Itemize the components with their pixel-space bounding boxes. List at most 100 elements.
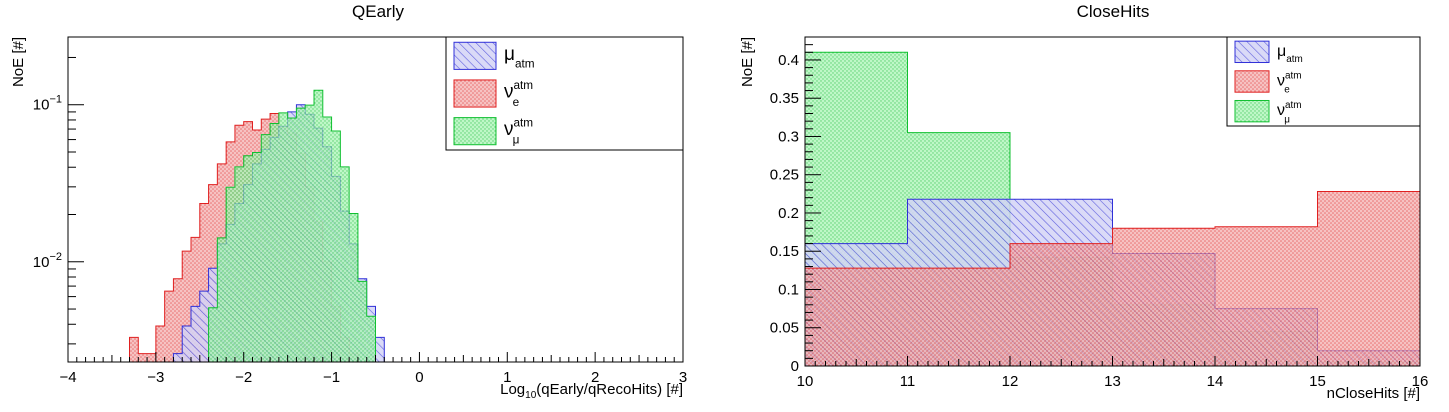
closehits-legend-symbol: μ [1277,43,1286,60]
qearly-nue-bar [129,337,139,362]
qearly-legend-label-mu: μatm [504,44,535,71]
qearly-numu-bar [261,134,271,362]
closehits-nue-bar [1010,243,1113,366]
closehits-panel: CloseHits NoE [#] 10 11 12 13 14 15 16 0 0.05 0.1… [739,2,1428,402]
qearly-x-label-sub: 10 [525,390,537,401]
qearly-numu-bar [305,105,314,362]
closehits-y-tick-label: 0.1 [778,281,799,298]
closehits-y-tick-label: 0.4 [778,52,799,69]
qearly-legend-sub: e [513,96,520,109]
qearly-y-tick-base: 10 [33,254,50,271]
qearly-numu-bar [208,307,218,362]
qearly-numu-bar [226,187,235,362]
closehits-nue-outline [804,191,1421,366]
closehits-x-tick-label: 14 [1207,373,1224,390]
closehits-x-tick-label: 11 [900,373,916,390]
closehits-title: CloseHits [1077,2,1150,21]
qearly-y-tick-base: 10 [33,97,50,114]
qearly-numu-bar [234,166,244,362]
qearly-y-tick-label: 10−1 [33,94,62,114]
closehits-legend-sub: e [1284,85,1290,96]
qearly-numu-bar [217,237,227,362]
closehits-y-tick-label: 0.3 [778,128,799,145]
qearly-mu-bar [182,325,191,362]
qearly-x-axis-label: Log10(qEarly/qRecoHits) [#] [500,381,683,401]
qearly-numu-bar [278,112,288,362]
closehits-y-axis-label: NoE [#] [739,37,756,87]
qearly-histograms [129,89,385,363]
closehits-legend-sub: μ [1284,114,1290,125]
closehits-y-tick-label: 0.15 [770,243,799,260]
qearly-y-tick-exponent: −1 [49,94,62,106]
closehits-legend-sub: atm [1286,54,1303,65]
closehits-x-tick-label: 12 [1002,373,1019,390]
closehits-axes: 10 11 12 13 14 15 16 0 0.05 0.1 0.15 0.2 0.25 0.3 0.35… [770,44,1429,390]
qearly-legend-symbol: ν [504,119,514,140]
qearly-x-tick-label: −4 [59,369,76,386]
qearly-numu-bar [349,213,358,362]
closehits-nue-bar [1215,226,1318,366]
closehits-nue-bar [1317,191,1420,366]
qearly-numu-bar [357,281,367,362]
qearly-y-tick-exponent: −2 [49,251,62,263]
qearly-numu-outline [208,89,376,362]
qearly-mu-bar [199,291,209,362]
qearly-x-tick-label: 1 [503,369,511,386]
qearly-mu-bar [191,306,200,362]
qearly-nue-bar [182,251,191,362]
closehits-histograms [804,51,1421,366]
closehits-legend-swatch-numu [1234,99,1270,123]
closehits-y-tick-label: 0.05 [770,320,799,337]
closehits-legend-symbol: ν [1277,73,1285,90]
closehits-nue-bar [805,268,908,366]
qearly-x-tick-label: −2 [235,369,252,386]
qearly-x-label-rest: (qEarly/qRecoHits) [#] [536,381,683,398]
closehits-nue-bar [1112,228,1215,366]
closehits-x-axis-label: nCloseHits [#] [1327,385,1420,402]
qearly-legend-label-nue: νatm e [504,79,533,109]
qearly-numu-bar [314,90,323,363]
closehits-y-tick-label: 0 [791,358,799,375]
qearly-numu-bar [287,118,297,363]
qearly-x-tick-label: 0 [415,369,423,386]
closehits-x-tick-label: 13 [1104,373,1121,390]
qearly-x-tick-label: −1 [323,369,340,386]
qearly-legend-swatch-nue [453,79,497,108]
closehits-legend-sup: atm [1285,70,1302,81]
qearly-numu-bar [331,130,341,362]
qearly-y-axis-label: NoE [#] [10,37,27,87]
qearly-numu-bar [296,108,306,362]
closehits-x-tick-label: 15 [1309,373,1326,390]
closehits-legend-sup: atm [1285,100,1302,111]
qearly-x-tick-label: 3 [679,369,687,386]
qearly-panel: QEarly NoE [#] −4 −3 −2 −1 0 1 2 310−110−2 Log1… [10,2,687,401]
closehits-legend-label-numu: νatm μ [1277,100,1302,125]
closehits-y-tick-label: 0.25 [770,167,799,184]
qearly-numu-bar [243,155,253,362]
qearly-legend-label-numu: νatm μ [504,117,533,147]
closehits-x-tick-label: 16 [1412,373,1429,390]
qearly-legend-swatch-mu [453,41,497,70]
closehits-y-tick-label: 0.35 [770,90,799,107]
closehits-x-tick-label: 10 [797,373,814,390]
qearly-mu-bar [173,353,183,362]
closehits-legend-swatch-nue [1234,70,1270,93]
qearly-y-tick-label: 10−2 [33,251,62,271]
qearly-legend-sup: atm [514,79,534,92]
qearly-nue-bar [138,353,148,362]
qearly-numu-bar [340,166,350,362]
qearly-mu-bar [375,337,385,362]
qearly-nue-bar [155,325,165,362]
closehits-legend-label-nue: νatm e [1277,70,1302,95]
qearly-x-tick-label: −3 [147,369,164,386]
qearly-nue-bar [173,278,183,362]
qearly-x-tick-label: 2 [591,369,599,386]
qearly-legend-symbol: μ [504,44,515,65]
closehits-nue-bar [907,268,1010,366]
qearly-nue-bar [164,291,174,362]
qearly-nue-bar [199,203,209,362]
qearly-legend-swatch-numu [453,117,497,146]
qearly-legend: μatm ν atm e νatm μ [445,36,684,151]
qearly-title: QEarly [352,2,404,21]
qearly-numu-bar [322,117,332,362]
